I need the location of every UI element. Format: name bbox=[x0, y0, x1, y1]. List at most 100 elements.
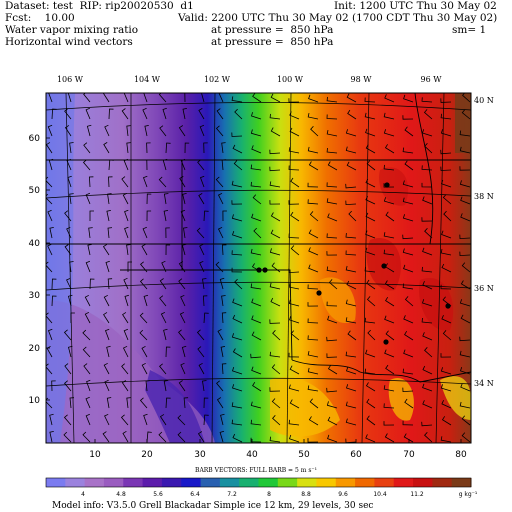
wind-barb bbox=[82, 329, 91, 341]
wind-barb bbox=[345, 233, 357, 239]
lat-label: 34 N bbox=[474, 379, 494, 388]
wind-barb bbox=[215, 125, 224, 137]
wind-barb bbox=[104, 413, 110, 426]
wind-barb bbox=[86, 124, 92, 137]
wind-barb bbox=[48, 158, 54, 171]
wind-barb bbox=[107, 278, 113, 290]
wind-barb bbox=[326, 198, 338, 205]
wind-barb bbox=[288, 352, 300, 358]
wind-barb bbox=[383, 385, 395, 392]
wind-barb bbox=[70, 312, 75, 324]
wind-barb bbox=[158, 176, 167, 188]
wind-barb bbox=[142, 107, 148, 120]
wind-barb bbox=[459, 251, 471, 257]
wind-barb bbox=[143, 93, 148, 103]
wind-barb bbox=[146, 193, 152, 205]
wind-barb bbox=[307, 146, 319, 154]
wind-barb bbox=[383, 403, 395, 409]
wind-barb bbox=[327, 434, 338, 443]
wind-barb bbox=[404, 160, 414, 171]
wind-barb bbox=[231, 230, 243, 239]
wind-barb bbox=[459, 401, 471, 409]
wind-barb bbox=[326, 130, 338, 137]
wind-barb bbox=[326, 301, 338, 307]
wind-barb bbox=[89, 210, 94, 221]
wind-barb bbox=[252, 93, 262, 103]
wind-barb bbox=[184, 93, 186, 103]
wind-barb bbox=[221, 159, 227, 171]
wind-barb bbox=[181, 345, 187, 358]
lat-label: 38 N bbox=[474, 192, 494, 201]
wind-barb bbox=[422, 247, 433, 256]
colorbar-swatch bbox=[374, 478, 395, 487]
wind-barb bbox=[461, 432, 471, 443]
wind-barb bbox=[364, 266, 376, 273]
wind-barb bbox=[203, 414, 209, 426]
wind-barb bbox=[142, 175, 148, 188]
wind-barb bbox=[234, 108, 243, 120]
wind-barb bbox=[49, 413, 54, 426]
wind-barb bbox=[161, 260, 167, 273]
wind-barb bbox=[307, 335, 319, 341]
wind-barb bbox=[270, 297, 281, 307]
wind-barb bbox=[345, 200, 357, 206]
wind-barb bbox=[139, 329, 148, 341]
wind-barb bbox=[162, 158, 168, 171]
wind-barb bbox=[123, 277, 129, 290]
wind-barb bbox=[69, 261, 74, 273]
wind-barb bbox=[327, 416, 338, 426]
wind-barb bbox=[180, 158, 186, 171]
wind-barb bbox=[196, 227, 205, 239]
wind-barb bbox=[421, 97, 433, 103]
wind-barb bbox=[88, 176, 94, 188]
x-tick: 80 bbox=[455, 450, 467, 460]
field1-level: at pressure = 850 hPa bbox=[211, 24, 334, 36]
wind-barb bbox=[165, 244, 171, 256]
wind-barb bbox=[182, 108, 187, 120]
x-tick: 50 bbox=[298, 450, 310, 460]
wind-barb bbox=[272, 330, 281, 341]
wind-barb bbox=[158, 431, 167, 443]
wind-barb bbox=[326, 401, 338, 409]
wind-barb bbox=[184, 142, 190, 154]
wind-barb bbox=[201, 93, 205, 103]
wind-barb bbox=[141, 345, 148, 358]
wind-barb bbox=[146, 210, 152, 222]
wind-barb bbox=[270, 212, 281, 222]
wind-barb bbox=[83, 142, 91, 154]
wind-barb bbox=[365, 382, 376, 392]
wind-barb bbox=[421, 217, 433, 222]
wind-barb bbox=[183, 227, 188, 239]
wind-barb bbox=[348, 210, 357, 222]
x-tick: 20 bbox=[141, 450, 153, 460]
wind-barb bbox=[177, 414, 186, 426]
wind-barb bbox=[346, 93, 357, 103]
x-tick: 70 bbox=[403, 450, 415, 460]
wind-barb bbox=[64, 244, 72, 256]
colorbar-label: 4.8 bbox=[116, 491, 126, 498]
wind-barb bbox=[183, 397, 189, 409]
wind-barb bbox=[326, 233, 338, 239]
wind-barb bbox=[461, 415, 471, 426]
wind-barb bbox=[203, 210, 209, 222]
wind-barb bbox=[402, 420, 414, 426]
x-tick: 30 bbox=[194, 450, 206, 460]
wind-barb bbox=[63, 431, 72, 443]
wind-barb bbox=[122, 430, 129, 443]
wind-barb bbox=[103, 362, 110, 375]
wind-barb bbox=[221, 312, 227, 324]
wind-barb bbox=[269, 166, 281, 172]
colorbar-swatch bbox=[239, 478, 259, 487]
wind-barb bbox=[326, 353, 338, 358]
wind-barb bbox=[46, 193, 53, 205]
wind-barb bbox=[220, 346, 226, 358]
wind-barb bbox=[422, 400, 433, 409]
wind-barb bbox=[251, 263, 262, 273]
wind-barb bbox=[404, 126, 414, 137]
wind-barb bbox=[347, 109, 357, 120]
wind-barb bbox=[46, 363, 53, 375]
colorbar-swatch bbox=[84, 478, 105, 487]
wind-barb bbox=[217, 192, 224, 205]
wind-barb bbox=[250, 181, 262, 188]
wind-barb bbox=[102, 431, 110, 443]
